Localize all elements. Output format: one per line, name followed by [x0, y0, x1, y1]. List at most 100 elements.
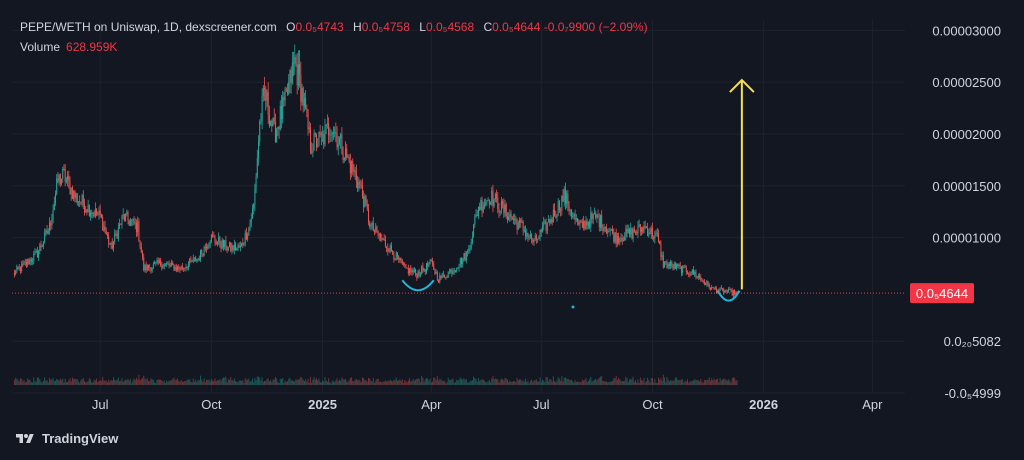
volume-legend-value: 628.959K	[66, 40, 118, 54]
candle-body	[671, 262, 673, 265]
candle-body	[192, 257, 194, 262]
candle-body	[320, 133, 322, 135]
volume-bar	[71, 377, 73, 385]
volume-bar	[476, 381, 478, 385]
candle-body	[117, 227, 119, 239]
candle-body	[567, 193, 569, 206]
volume-bar	[121, 378, 123, 385]
volume-bar	[487, 381, 489, 385]
volume-bar	[486, 382, 488, 385]
candle-body	[615, 232, 617, 244]
candle-body	[427, 263, 429, 267]
volume-bar	[266, 378, 268, 385]
candle-body	[606, 228, 608, 234]
volume-bar	[251, 378, 253, 385]
volume-bar	[341, 377, 343, 385]
candle-body	[556, 214, 558, 218]
legend-high-value: 0.0₅4758	[361, 20, 410, 34]
candle-body	[349, 160, 351, 174]
candle-body	[434, 269, 436, 274]
candle-body	[303, 98, 305, 107]
volume-bar	[664, 377, 666, 385]
volume-bar	[407, 380, 409, 385]
candle-body	[393, 254, 395, 260]
candle-body	[411, 270, 413, 273]
candle-body	[678, 264, 680, 267]
volume-bar	[23, 380, 25, 385]
candle-body	[248, 227, 250, 236]
candle-body	[404, 264, 406, 265]
candle-body	[535, 235, 537, 240]
volume-bar	[358, 379, 360, 385]
candle-body	[483, 204, 485, 207]
volume-bar	[190, 381, 192, 385]
candle-body	[703, 281, 705, 284]
candle-body	[709, 287, 711, 290]
volume-bar	[81, 378, 83, 385]
volume-bar	[701, 382, 703, 385]
volume-bar	[573, 382, 575, 385]
candle-body	[55, 193, 57, 203]
candle-body	[395, 252, 397, 260]
volume-bar	[110, 380, 112, 385]
volume-bar	[272, 379, 274, 385]
volume-bar	[665, 382, 667, 385]
volume-bar	[52, 377, 54, 385]
candle-body	[173, 265, 175, 271]
candle-body	[129, 221, 131, 226]
volume-bar	[255, 380, 257, 385]
volume-bar	[218, 380, 220, 385]
candle-body	[68, 175, 70, 181]
candle-body	[532, 239, 534, 243]
volume-bar	[417, 378, 419, 385]
candle-body	[543, 222, 545, 226]
volume-bar	[207, 379, 209, 385]
candle-body	[525, 230, 527, 237]
candle-body	[624, 237, 626, 240]
candle-body	[45, 230, 47, 233]
candle-body	[562, 196, 564, 202]
volume-bar	[728, 379, 730, 385]
candle-body	[505, 204, 507, 216]
volume-bar	[682, 379, 684, 385]
tradingview-branding[interactable]: TradingView	[14, 431, 118, 446]
x-tick-label: Jul	[92, 397, 109, 412]
candle-body	[398, 256, 400, 260]
candle-body	[106, 233, 108, 236]
volume-bar	[241, 380, 243, 385]
candle-body	[464, 253, 466, 261]
volume-bar	[270, 379, 272, 385]
volume-bar	[30, 382, 32, 385]
candle-body	[284, 88, 286, 101]
candle-body	[134, 222, 136, 224]
volume-bar	[624, 380, 626, 385]
volume-bar	[277, 381, 279, 385]
candle-body	[394, 259, 396, 261]
candle-body	[471, 236, 473, 243]
candle-body	[630, 228, 632, 235]
volume-bar	[533, 380, 535, 385]
volume-bar	[32, 382, 34, 385]
volume-bar	[672, 380, 674, 385]
candle-body	[172, 262, 174, 266]
volume-bar	[459, 377, 461, 385]
candle-body	[317, 145, 319, 148]
candle-body	[451, 269, 453, 274]
candle-body	[23, 262, 25, 265]
candle-body	[638, 224, 640, 227]
candle-body	[319, 132, 321, 134]
candle-body	[432, 260, 434, 264]
volume-bar	[127, 378, 129, 385]
candle-body	[105, 231, 107, 234]
volume-bar	[117, 377, 119, 385]
candle-body	[430, 259, 432, 261]
candle-body	[549, 219, 551, 224]
candle-body	[670, 262, 672, 266]
candle-body	[444, 274, 446, 277]
candle-body	[357, 181, 359, 188]
volume-legend: Volume 628.959K	[20, 40, 117, 54]
candle-body	[88, 204, 90, 217]
candle-body	[318, 132, 320, 146]
candle-body	[650, 227, 652, 234]
